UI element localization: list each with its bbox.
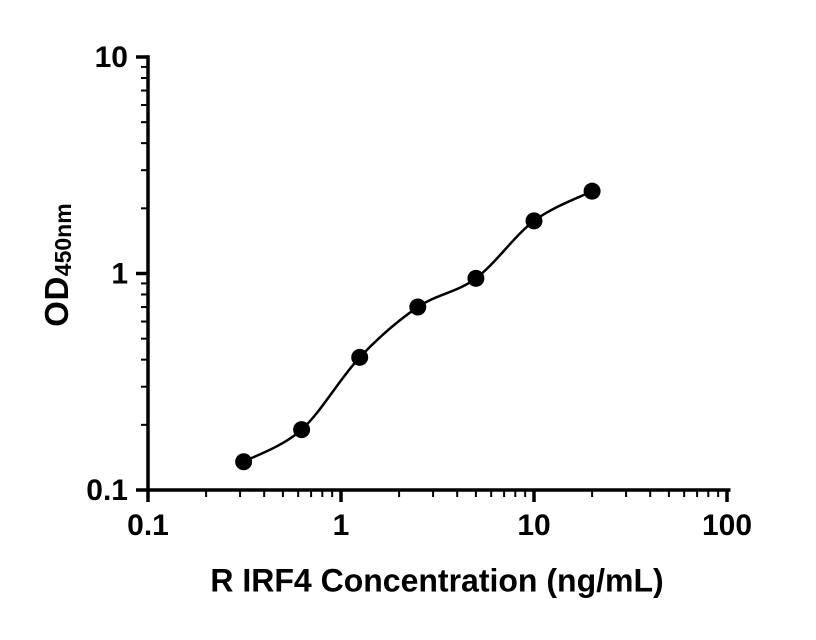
data-point [293,421,311,439]
x-axis-tick-label: 1 [333,509,350,542]
y-axis-title: OD450nm [38,203,76,326]
data-point [351,348,369,366]
data-point [235,453,253,471]
x-axis-tick-label: 10 [517,509,550,542]
data-point [467,269,485,287]
y-axis-title-subscript: 450nm [50,203,76,277]
data-point [409,298,427,316]
data-point [583,182,601,200]
y-axis-title-main: OD [38,276,75,327]
y-axis-tick-label: 0.1 [86,474,128,507]
data-point [525,212,543,230]
fit-curve [243,190,593,463]
y-axis-tick-label: 10 [95,41,128,74]
y-axis-tick-label: 1 [111,258,128,291]
x-axis-tick-label: 100 [702,509,752,542]
x-axis-tick-label: 0.1 [127,509,169,542]
x-axis-title: R IRF4 Concentration (ng/mL) [210,562,664,599]
